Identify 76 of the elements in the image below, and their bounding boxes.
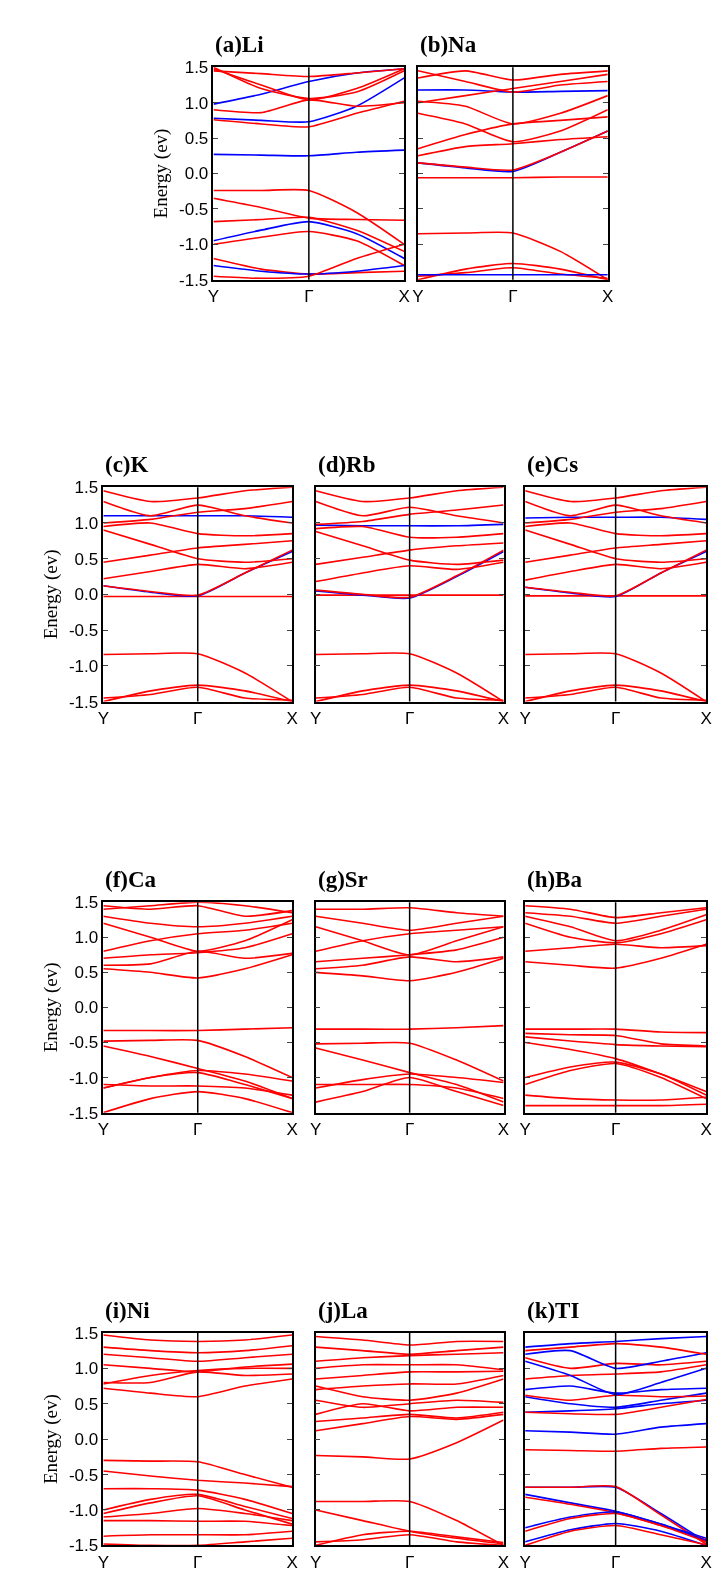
y-tick-label: 0.5 [74, 549, 99, 569]
y-tick-label: 0.0 [74, 998, 99, 1018]
chart-title: (j)La [318, 1298, 369, 1323]
y-tick-label: -1.0 [68, 656, 99, 676]
x-tick-label: Y [519, 708, 531, 728]
x-tick-label: X [497, 1119, 510, 1139]
x-tick-label: Γ [193, 708, 203, 728]
y-tick-label: -1.5 [68, 692, 99, 712]
x-tick-label: Y [97, 1552, 110, 1572]
y-tick-label: -0.5 [68, 1465, 99, 1485]
x-tick-label: X [602, 286, 614, 306]
chart-title: (d)Rb [318, 452, 376, 477]
x-tick-label: Γ [404, 708, 415, 728]
y-tick-label: -1.0 [68, 1500, 99, 1520]
y-tick-label: 1.5 [184, 58, 209, 78]
x-tick-label: X [497, 708, 510, 728]
x-tick-label: Y [97, 1119, 110, 1139]
x-tick-label: Y [412, 286, 424, 306]
y-tick-label: -1.5 [68, 1536, 99, 1556]
chart-title: (k)TI [527, 1298, 580, 1323]
x-tick-label: Y [310, 708, 322, 728]
y-tick-label: 1.0 [74, 928, 99, 948]
y-tick-label: 1.0 [74, 1359, 99, 1379]
chart-title: (c)K [105, 452, 149, 477]
y-tick-label: -1.0 [68, 1068, 99, 1088]
y-tick-label: 0.0 [184, 164, 209, 184]
chart-title: (e)Cs [527, 452, 579, 477]
x-tick-label: Y [519, 1552, 531, 1572]
y-tick-label: -0.5 [179, 199, 209, 219]
x-tick-label: X [286, 708, 298, 728]
x-tick-label: Y [519, 1119, 531, 1139]
chart-title: (a)Li [215, 32, 265, 57]
y-tick-label: 0.5 [184, 129, 209, 149]
x-tick-label: Γ [404, 1552, 415, 1572]
y-tick-label: -1.0 [179, 235, 209, 255]
x-tick-label: X [700, 1119, 712, 1139]
y-tick-label: -0.5 [68, 621, 99, 641]
x-tick-label: Γ [508, 286, 518, 306]
x-tick-label: Γ [610, 1119, 621, 1139]
x-tick-label: Γ [193, 1119, 203, 1139]
x-tick-label: Γ [304, 286, 314, 306]
x-tick-label: Γ [404, 1119, 415, 1139]
chart-title: (b)Na [420, 32, 477, 57]
x-tick-label: X [286, 1119, 298, 1139]
y-tick-label: 1.5 [74, 1323, 99, 1343]
y-tick-label: 0.5 [74, 963, 99, 983]
chart-title: (i)Ni [105, 1298, 151, 1323]
x-tick-label: X [286, 1552, 298, 1572]
y-tick-label: 1.0 [184, 93, 209, 113]
x-tick-label: X [700, 708, 712, 728]
y-axis-title: Energy (ev) [40, 962, 63, 1053]
y-axis-title: Energy (ev) [40, 1394, 63, 1485]
x-tick-label: X [398, 286, 410, 306]
x-tick-label: Γ [610, 1552, 621, 1572]
x-tick-label: Y [207, 286, 220, 306]
y-tick-label: -1.5 [179, 270, 209, 290]
y-tick-label: -0.5 [68, 1033, 99, 1053]
chart-title: (h)Ba [527, 867, 583, 892]
y-axis-title: Energy (ev) [150, 128, 173, 219]
x-tick-label: Γ [610, 708, 621, 728]
y-tick-label: -1.5 [68, 1103, 99, 1123]
x-tick-label: X [497, 1552, 510, 1572]
y-tick-label: 1.0 [74, 513, 99, 533]
x-tick-label: Γ [193, 1552, 203, 1572]
y-tick-label: 0.0 [74, 1430, 99, 1450]
x-tick-label: Y [310, 1119, 322, 1139]
chart-title: (f)Ca [105, 867, 157, 892]
y-tick-label: 0.5 [74, 1394, 99, 1414]
chart-title: (g)Sr [318, 867, 368, 892]
x-tick-label: Y [97, 708, 110, 728]
x-tick-label: X [700, 1552, 712, 1572]
y-tick-label: 1.5 [74, 478, 99, 498]
y-axis-title: Energy (ev) [40, 549, 63, 640]
y-tick-label: 1.5 [74, 893, 99, 913]
y-tick-label: 0.0 [74, 585, 99, 605]
x-tick-label: Y [310, 1552, 322, 1572]
